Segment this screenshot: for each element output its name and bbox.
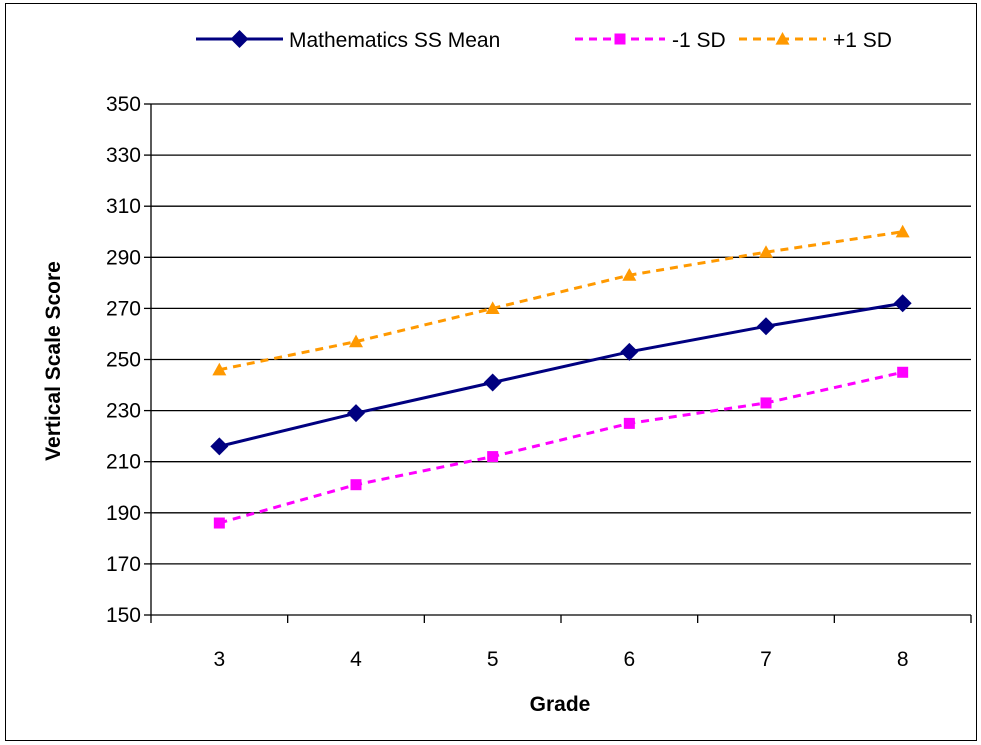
legend-marker-1 xyxy=(614,33,626,45)
data-point-1-2 xyxy=(487,451,499,463)
series-line-2 xyxy=(219,230,903,372)
x-tick-label-3: 3 xyxy=(213,648,225,671)
y-tick-label-310: 310 xyxy=(106,195,141,218)
data-point-1-5 xyxy=(897,366,909,378)
data-point-0-5 xyxy=(893,294,912,313)
data-point-1-0 xyxy=(213,517,225,529)
data-point-2-3 xyxy=(622,268,637,281)
gridlines xyxy=(151,103,971,565)
y-tick-label-250: 250 xyxy=(106,349,141,372)
legend-label-2: +1 SD xyxy=(833,29,892,52)
y-tick-label-350: 350 xyxy=(106,93,141,116)
y-tick-label-210: 210 xyxy=(106,451,141,474)
data-point-0-4 xyxy=(757,317,775,336)
series-2 xyxy=(212,224,910,376)
x-tick-label-7: 7 xyxy=(760,648,772,671)
data-point-0-2 xyxy=(483,373,502,392)
y-tick-label-230: 230 xyxy=(106,400,141,423)
legend-marker-0 xyxy=(230,30,249,48)
x-tick-label-6: 6 xyxy=(623,648,635,671)
x-tick-labels: 3 4 5 6 7 8 xyxy=(213,648,908,671)
y-tick-label-290: 290 xyxy=(106,246,141,269)
y-tick-label-270: 270 xyxy=(106,297,141,320)
series-line-1 xyxy=(218,370,903,525)
series-1 xyxy=(213,366,909,529)
legend-label-0: Mathematics SS Mean xyxy=(289,29,500,52)
data-point-1-4 xyxy=(760,397,772,409)
y-tick-label-330: 330 xyxy=(106,144,141,167)
series-layer xyxy=(210,224,912,529)
data-point-0-0 xyxy=(210,437,229,456)
chart-frame xyxy=(5,3,977,741)
x-tick-label-5: 5 xyxy=(487,648,499,671)
data-point-1-3 xyxy=(623,417,635,429)
data-point-0-1 xyxy=(347,404,365,423)
series-line-0 xyxy=(218,301,903,448)
y-tick-label-190: 190 xyxy=(106,502,141,525)
y-tick-label-150: 150 xyxy=(106,604,141,627)
x-tick-label-8: 8 xyxy=(897,648,909,671)
x-tick-label-4: 4 xyxy=(350,648,362,671)
legend-marker-2 xyxy=(775,32,790,45)
data-point-2-4 xyxy=(759,245,773,258)
legend-label-1: -1 SD xyxy=(672,29,726,52)
y-tick-labels: 150 170 190 210 230 250 270 290 310 330 350 xyxy=(106,93,141,627)
series-0 xyxy=(210,294,912,456)
legend: Mathematics SS Mean -1 SD +1 SD xyxy=(196,29,892,52)
y-axis-title: Vertical Scale Score xyxy=(42,261,65,461)
data-point-0-3 xyxy=(620,342,639,361)
data-point-2-0 xyxy=(212,362,227,376)
x-axis-title: Grade xyxy=(530,693,591,716)
data-point-2-5 xyxy=(895,224,910,238)
data-point-2-1 xyxy=(349,334,363,348)
axes xyxy=(144,103,972,623)
data-point-1-1 xyxy=(350,479,362,491)
y-tick-label-170: 170 xyxy=(106,553,141,576)
data-point-2-2 xyxy=(485,301,500,314)
